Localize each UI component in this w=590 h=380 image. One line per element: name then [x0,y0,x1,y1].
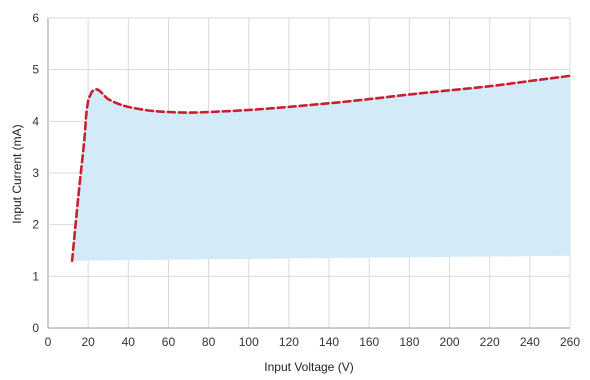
y-tick-label: 6 [32,11,39,25]
x-tick-label: 0 [45,335,52,349]
x-tick-label: 20 [81,335,95,349]
x-tick-label: 220 [480,335,500,349]
x-tick-label: 120 [279,335,299,349]
x-tick-label: 100 [239,335,259,349]
y-tick-label: 1 [32,269,39,283]
tick-layer: 0 20 40 60 80 100 120 140 160 180 200 220 240 260 0 1 2 3… [32,11,580,349]
x-tick-label: 80 [202,335,216,349]
x-tick-label: 180 [399,335,419,349]
y-tick-label: 2 [32,218,39,232]
y-tick-label: 5 [32,63,39,77]
x-tick-label: 60 [162,335,176,349]
area-layer [72,75,570,261]
y-tick-label: 4 [32,114,39,128]
line-layer [70,74,572,263]
filled-region [72,75,570,261]
y-tick-label: 0 [32,321,39,335]
y-axis-title: Input Current (mA) [10,124,24,223]
x-tick-label: 40 [122,335,136,349]
x-tick-label: 200 [440,335,460,349]
series-line [70,74,572,263]
x-tick-label: 240 [520,335,540,349]
x-tick-label: 160 [359,335,379,349]
y-tick-label: 3 [32,166,39,180]
x-axis-title: Input Voltage (V) [264,360,353,374]
x-tick-label: 260 [560,335,580,349]
x-tick-label: 140 [319,335,339,349]
